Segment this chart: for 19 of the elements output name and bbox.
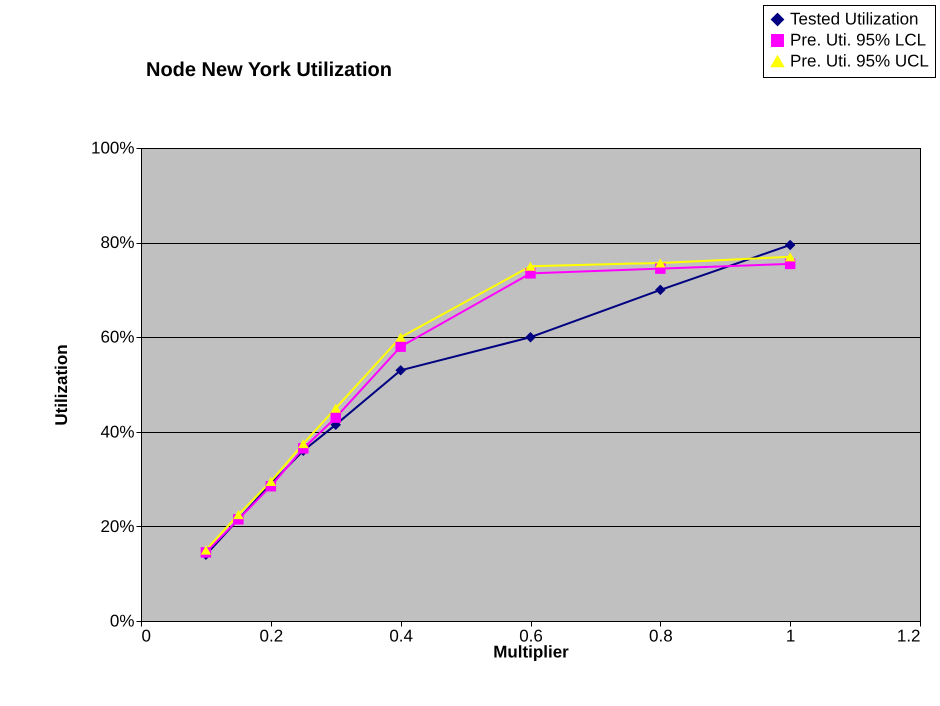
legend-label: Pre. Uti. 95% LCL	[790, 30, 926, 50]
y-tick-label: 100%	[91, 138, 134, 158]
x-tick-label: 1	[786, 626, 796, 646]
y-tick-label: 60%	[100, 328, 134, 347]
legend-label: Tested Utilization	[790, 10, 919, 28]
x-tick-label: 0.6	[519, 626, 543, 646]
y-axis-title: Utilization	[52, 344, 72, 426]
x-tick-label: 0.8	[649, 626, 673, 646]
y-tick-label: 80%	[100, 233, 134, 252]
x-tick-label: 0	[142, 626, 151, 646]
chart-title: Node New York Utilization	[146, 59, 392, 81]
x-axis-title: Multiplier	[493, 642, 570, 662]
x-tick-label: 0.2	[260, 626, 284, 646]
legend-label: Pre. Uti. 95% UCL	[790, 52, 929, 70]
y-tick-label: 40%	[100, 422, 134, 442]
y-tick-label: 20%	[100, 516, 134, 536]
y-tick-label: 0%	[110, 612, 134, 630]
x-tick-label: 1.2	[896, 626, 920, 646]
x-tick-label: 0.4	[389, 626, 413, 646]
